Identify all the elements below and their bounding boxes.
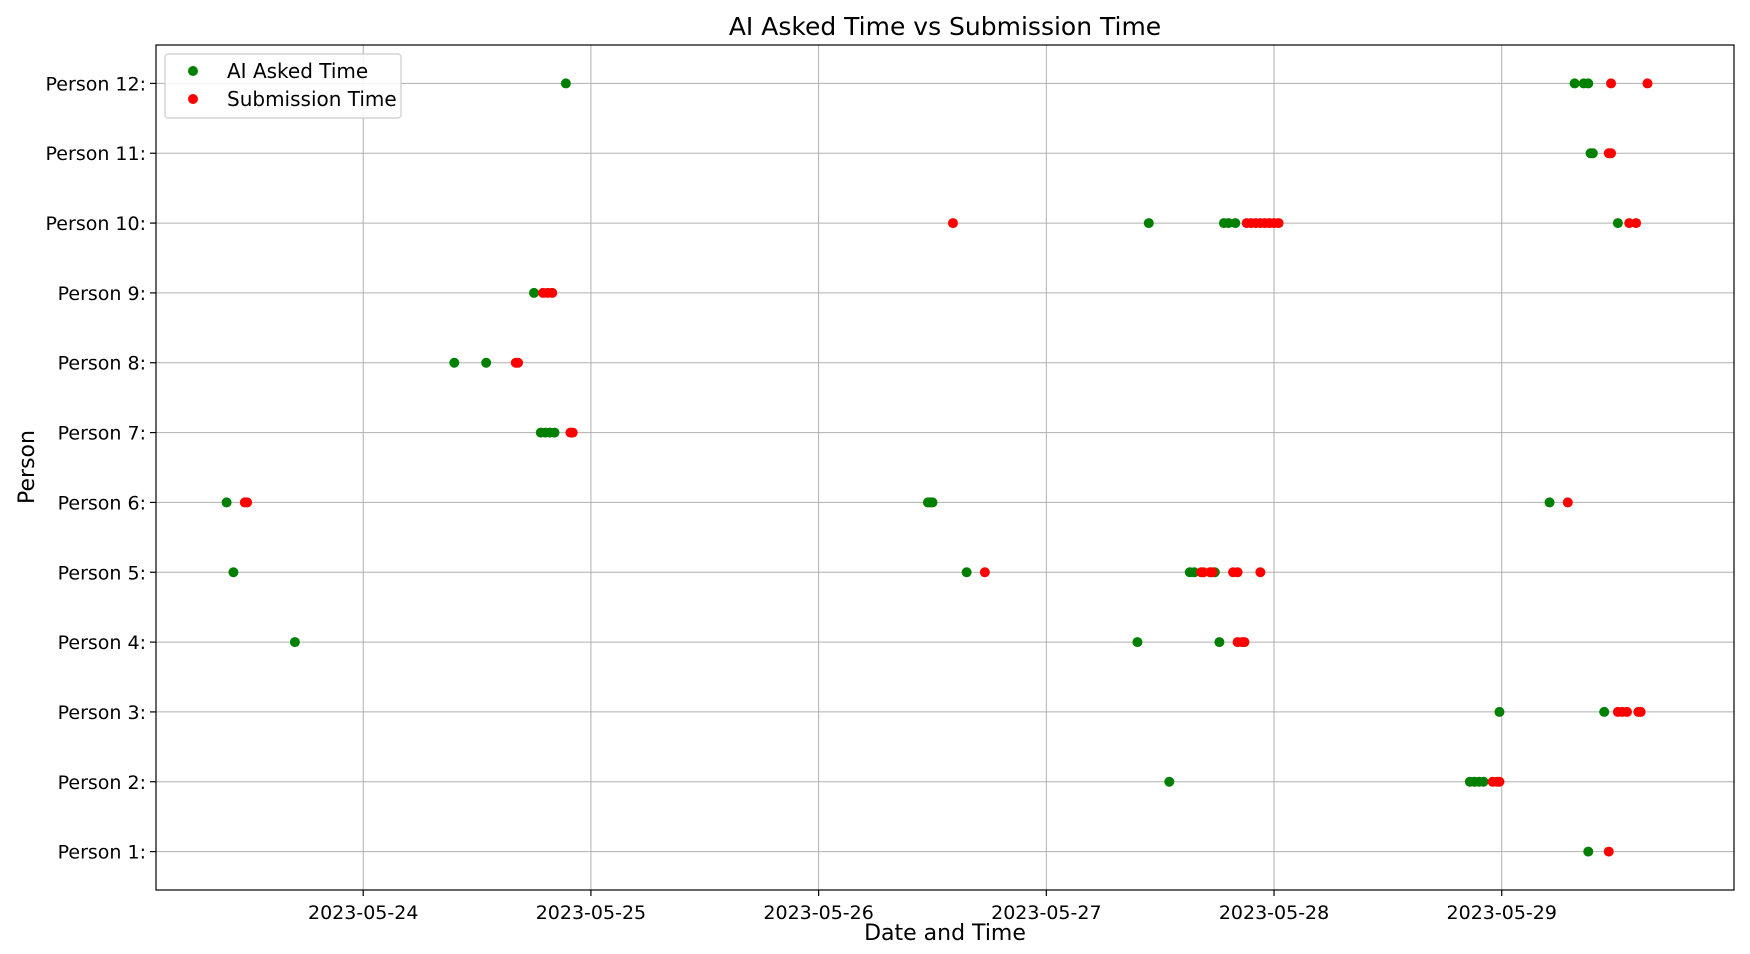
y-tick-label: Person 1: <box>58 842 146 864</box>
y-tick-label: Person 4: <box>58 632 146 654</box>
x-tick-label: 2023-05-28 <box>1219 902 1329 924</box>
legend-marker-submission <box>188 94 198 104</box>
legend-box <box>164 53 402 119</box>
ai-asked-point <box>961 567 972 578</box>
ai-asked-point <box>1599 706 1610 717</box>
y-tick-label: Person 11: <box>46 143 146 165</box>
ai-asked-point <box>560 78 571 89</box>
ai-asked-point <box>1587 148 1598 159</box>
submission-point <box>1562 497 1573 508</box>
series-submission-time <box>239 78 1653 857</box>
submission-point <box>1198 567 1209 578</box>
submission-point <box>1207 567 1218 578</box>
y-tick-label: Person 8: <box>58 353 146 375</box>
submission-point <box>1603 846 1614 857</box>
ai-asked-point <box>1494 706 1505 717</box>
submission-point <box>1255 567 1266 578</box>
chart-title: AI Asked Time vs Submission Time <box>729 12 1161 41</box>
ai-asked-point <box>1612 218 1623 229</box>
ai-asked-point <box>289 637 300 648</box>
y-tick-label: Person 12: <box>46 73 146 95</box>
submission-point <box>1239 637 1250 648</box>
ai-asked-point <box>221 497 232 508</box>
data-points <box>221 78 1653 857</box>
ai-asked-point <box>481 357 492 368</box>
submission-point <box>1606 148 1617 159</box>
submission-point <box>1642 78 1653 89</box>
submission-point <box>242 497 253 508</box>
submission-point <box>567 427 578 438</box>
ai-asked-point <box>1143 218 1154 229</box>
submission-point <box>1232 567 1243 578</box>
ai-asked-point <box>1189 567 1200 578</box>
submission-point <box>979 567 990 578</box>
ai-asked-point <box>1569 78 1580 89</box>
submission-point <box>547 287 558 298</box>
y-axis-label: Person <box>15 430 40 504</box>
legend-marker-ai-asked <box>188 66 198 76</box>
y-tick-label: Person 6: <box>58 492 146 514</box>
ai-asked-point <box>449 357 460 368</box>
submission-point <box>1631 218 1642 229</box>
y-tick-label: Person 10: <box>46 213 146 235</box>
y-tick-label: Person 9: <box>58 283 146 305</box>
ai-asked-point <box>1583 846 1594 857</box>
ai-asked-point <box>1223 218 1234 229</box>
x-tick-label: 2023-05-25 <box>536 902 646 924</box>
x-tick-label: 2023-05-24 <box>308 902 418 924</box>
y-tick-label: Person 2: <box>58 772 146 794</box>
ai-asked-point <box>1164 776 1175 787</box>
series-ai-asked-time <box>221 78 1623 857</box>
x-tick-label: 2023-05-27 <box>991 902 1101 924</box>
ai-asked-point <box>1132 637 1143 648</box>
submission-point <box>1606 78 1617 89</box>
x-tick-label: 2023-05-29 <box>1447 902 1557 924</box>
submission-point <box>1624 218 1635 229</box>
legend-label-submission: Submission Time <box>227 87 397 111</box>
ai-asked-point <box>927 497 938 508</box>
submission-point <box>513 357 524 368</box>
axis-ticks: 2023-05-24 2023-05-25 2023-05-26 2023-05-27… <box>46 73 1557 924</box>
submission-point <box>1494 776 1505 787</box>
submission-point <box>1621 706 1632 717</box>
ai-asked-point <box>228 567 239 578</box>
ai-asked-point <box>1478 776 1489 787</box>
x-tick-label: 2023-05-26 <box>763 902 873 924</box>
ai-asked-point <box>549 427 560 438</box>
plot-frame <box>155 44 1735 891</box>
ai-asked-point <box>528 287 539 298</box>
y-tick-label: Person 7: <box>58 423 146 445</box>
y-tick-label: Person 5: <box>58 562 146 584</box>
ai-asked-point <box>1230 218 1241 229</box>
y-tick-label: Person 3: <box>58 702 146 724</box>
submission-point <box>947 218 958 229</box>
ai-asked-point <box>1214 637 1225 648</box>
x-axis-label: Date and Time <box>864 921 1026 946</box>
legend: AI Asked Time Submission Time <box>164 53 402 119</box>
ai-asked-point <box>1583 78 1594 89</box>
submission-point <box>1273 218 1284 229</box>
grid-lines <box>156 45 1734 890</box>
legend-label-ai-asked: AI Asked Time <box>227 59 368 83</box>
submission-point <box>1635 706 1646 717</box>
ai-asked-point <box>1544 497 1555 508</box>
